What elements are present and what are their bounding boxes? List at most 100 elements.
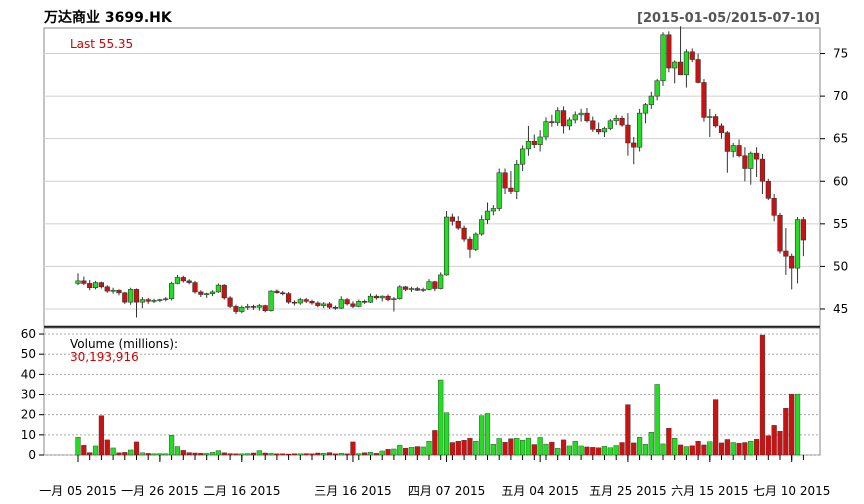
volume-bar-35 — [280, 453, 286, 456]
x-tick-label-3: 三月 16 2015 — [314, 484, 391, 498]
candle-body-43 — [326, 303, 333, 308]
volume-bar-64 — [449, 442, 456, 456]
volume-bar-84 — [566, 445, 573, 456]
volume-bar-24 — [215, 450, 222, 456]
candle-body-17 — [174, 277, 181, 284]
volume-bar-26 — [227, 453, 233, 456]
candle-body-101 — [666, 34, 672, 69]
candle-body-41 — [315, 302, 321, 306]
candle-body-120 — [777, 215, 783, 252]
price-y-axis: 45 50 55 60 65 70 75 — [820, 47, 848, 316]
volume-bar-52 — [379, 450, 385, 456]
x-tick-label-1: 一月 26 2015 — [121, 484, 198, 498]
volume-bar-101 — [666, 427, 672, 456]
candle-body-78 — [531, 140, 537, 145]
x-tick-label-8: 七月 10 2015 — [753, 484, 830, 498]
candle-body-4 — [98, 282, 104, 288]
candle-body-21 — [198, 291, 204, 295]
candle-body-106 — [695, 59, 701, 83]
candle-body-105 — [689, 51, 695, 60]
candle-body-30 — [250, 306, 257, 308]
candle-body-52 — [379, 295, 385, 299]
volume-bar-23 — [209, 452, 216, 456]
volume-bar-13 — [151, 453, 157, 456]
volume-bar-55 — [397, 445, 403, 456]
candle-body-2 — [87, 283, 93, 288]
volume-bar-33 — [268, 453, 274, 456]
last-price-label: Last 55.35 — [70, 37, 133, 51]
volume-bar-73 — [502, 442, 508, 456]
volume-bar-54 — [391, 448, 397, 456]
volume-bar-47 — [350, 441, 356, 456]
volume-bar-100 — [660, 443, 666, 456]
candle-body-9 — [128, 289, 134, 303]
candle-body-108 — [707, 116, 713, 118]
volume-bar-72 — [496, 438, 502, 456]
volume-bar-48 — [356, 453, 362, 456]
volume-bar-83 — [560, 439, 567, 456]
volume-bar-62 — [438, 379, 444, 456]
volume-bar-68 — [473, 441, 479, 456]
candle-body-73 — [502, 172, 508, 189]
volume-bar-90 — [601, 446, 608, 456]
volume-bar-71 — [490, 444, 496, 456]
volume-bar-114 — [742, 442, 748, 456]
volume-bar-81 — [549, 441, 555, 456]
volume-bar-28 — [239, 453, 245, 456]
candle-body-60 — [426, 281, 432, 290]
volume-tick-label-6: 60 — [21, 327, 36, 341]
volume-bar-4 — [98, 415, 105, 456]
candle-body-56 — [402, 286, 409, 290]
candle-body-100 — [660, 34, 666, 82]
candle-body-94 — [625, 124, 631, 144]
candle-body-124 — [800, 219, 806, 241]
candle-body-104 — [683, 51, 689, 76]
candle-body-25 — [221, 284, 227, 299]
price-tick-label-1: 50 — [833, 259, 848, 273]
candle-body-45 — [338, 299, 344, 309]
volume-bar-106 — [695, 441, 701, 456]
volume-bar-107 — [701, 444, 707, 456]
volume-bar-92 — [613, 445, 619, 456]
candle-body-110 — [718, 125, 725, 134]
candle-body-24 — [215, 284, 222, 293]
volume-bar-118 — [765, 435, 771, 456]
volume-bar-113 — [736, 443, 742, 456]
volume-bar-16 — [168, 435, 175, 456]
volume-bar-112 — [730, 442, 736, 456]
volume-tick-label-2: 20 — [21, 408, 36, 422]
candle-body-64 — [449, 216, 456, 222]
candle-body-74 — [508, 187, 514, 192]
candle-body-46 — [344, 299, 350, 305]
candle-body-76 — [519, 148, 526, 165]
volume-bar-99 — [654, 384, 660, 456]
candle-body-92 — [613, 117, 619, 122]
candle-body-102 — [672, 61, 678, 69]
volume-bar-42 — [321, 452, 327, 456]
volume-bar-9 — [128, 449, 134, 456]
volume-bar-91 — [607, 447, 613, 456]
volume-bar-98 — [648, 432, 654, 456]
candle-body-53 — [385, 295, 391, 300]
candle-body-114 — [742, 155, 748, 169]
candle-body-39 — [303, 299, 309, 302]
volume-bar-88 — [590, 447, 596, 456]
volume-bar-11 — [139, 452, 145, 456]
candle-body-98 — [648, 95, 654, 105]
x-tick-label-5: 五月 04 2015 — [501, 484, 578, 498]
volume-bar-41 — [315, 452, 321, 456]
candle-body-57 — [408, 288, 415, 290]
volume-bar-7 — [116, 452, 122, 456]
candle-body-50 — [367, 295, 374, 303]
volume-title: Volume (millions): — [70, 337, 178, 351]
candle-body-38 — [297, 299, 303, 304]
candle-body-11 — [139, 299, 145, 303]
volume-bar-109 — [713, 399, 719, 456]
volume-bar-18 — [180, 450, 186, 456]
candle-body-16 — [169, 283, 175, 300]
volume-bar-69 — [479, 415, 485, 456]
volume-bar-117 — [759, 334, 766, 456]
candles — [75, 26, 806, 318]
candle-body-22 — [204, 293, 210, 295]
